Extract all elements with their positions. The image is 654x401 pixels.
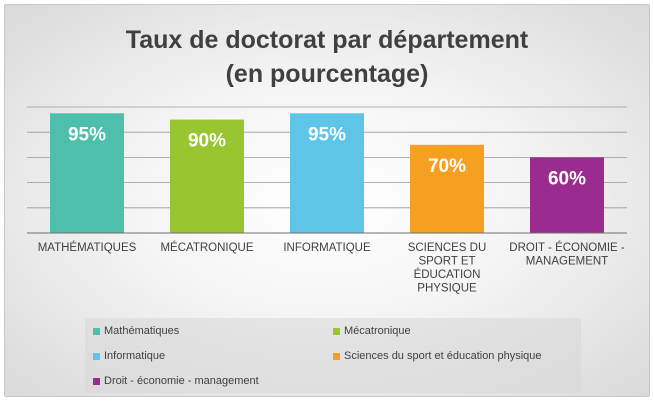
tick-label: ÉDUCATION: [414, 268, 481, 281]
bar-chart: 95% MATHÉMATIQUES 90% MÉCATRONIQUE 95% INFORM…: [27, 106, 627, 295]
legend-swatch: [333, 327, 340, 335]
chart-subtitle: (en pourcentage): [225, 60, 429, 88]
bar: [170, 119, 244, 233]
tick-label: SCIENCES DU: [408, 242, 487, 254]
chart-title-main: Taux de doctorat par département: [125, 26, 529, 54]
tick-label: DROIT - ÉCONOMIE -: [509, 241, 625, 254]
legend-label: Informatique: [104, 350, 166, 362]
tick-label: MANAGEMENT: [526, 256, 608, 268]
chart-title: Taux de doctorat par département (en pou…: [5, 23, 649, 91]
legend-entry: Mécatronique: [333, 325, 411, 337]
data-label: 70%: [428, 156, 466, 177]
data-label: 90%: [188, 131, 226, 152]
bar: [410, 144, 484, 233]
tick-label: INFORMATIQUE: [283, 242, 371, 254]
chart-card: Taux de doctorat par département (en pou…: [4, 4, 650, 397]
bar: [530, 157, 604, 233]
legend-swatch: [93, 377, 100, 385]
tick-label: MATHÉMATIQUES: [38, 241, 137, 254]
tick-label: SPORT ET: [418, 256, 475, 268]
legend-entry: Sciences du sport et éducation physique: [333, 350, 542, 362]
chart-legend: Mathématiques Mécatronique Informatique Sci…: [85, 318, 581, 393]
legend-entry: Droit - économie - management: [93, 375, 259, 387]
data-label: 95%: [68, 124, 106, 145]
legend-swatch: [93, 352, 100, 360]
data-label: 60%: [548, 168, 586, 189]
legend-entry: Informatique: [93, 350, 165, 362]
data-label: 95%: [308, 124, 346, 145]
legend-label: Droit - économie - management: [104, 375, 259, 387]
bar: [50, 113, 124, 233]
legend-swatch: [93, 327, 100, 335]
bar: [290, 113, 364, 233]
legend-entry: Mathématiques: [93, 325, 179, 337]
legend-label: Mathématiques: [104, 325, 180, 337]
legend-swatch: [333, 352, 340, 360]
legend-label: Mécatronique: [344, 325, 411, 337]
tick-label: MÉCATRONIQUE: [160, 241, 253, 254]
tick-label: PHYSIQUE: [417, 283, 477, 295]
legend-label: Sciences du sport et éducation physique: [344, 350, 542, 362]
